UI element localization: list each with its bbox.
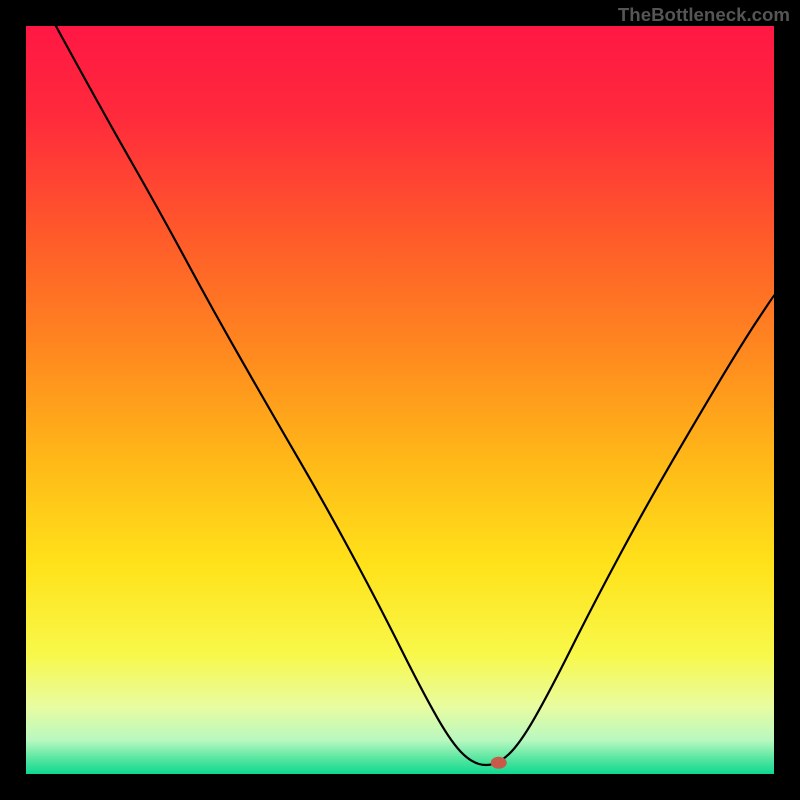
watermark-text: TheBottleneck.com [618,4,790,26]
plot-background [26,26,774,774]
chart-svg [0,0,800,800]
chart-container: TheBottleneck.com [0,0,800,800]
optimal-point-marker [491,757,507,769]
